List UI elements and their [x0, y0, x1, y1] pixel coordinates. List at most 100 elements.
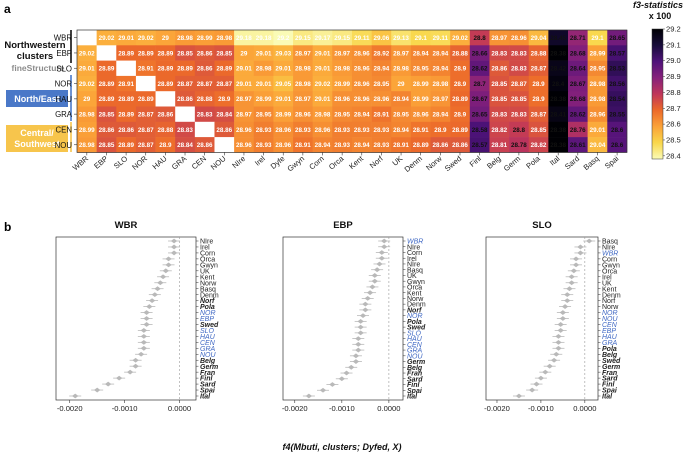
heatmap-cell [116, 121, 137, 138]
heatmap-value: 28.98 [590, 96, 606, 103]
panel-frame [485, 236, 599, 401]
f4-point [151, 292, 159, 298]
heatmap-value: 28.58 [472, 127, 488, 134]
heatmap-value: 28.93 [256, 127, 272, 134]
heatmap-cell [234, 30, 255, 46]
heatmap-cell [450, 106, 471, 123]
f4-point [140, 328, 148, 333]
f4-label: Orca [200, 256, 215, 263]
heatmap-col-label: Swed [443, 154, 463, 173]
heatmap-value: 28.38 [550, 127, 566, 134]
heatmap-value: 29.01 [118, 35, 134, 42]
heatmap-cell [489, 106, 510, 123]
heatmap-row-label: CEN [56, 125, 72, 134]
heatmap-cell [391, 30, 412, 46]
f4-point [364, 296, 371, 301]
heatmap-value: 28.8 [473, 35, 486, 42]
f4-label: Denm [602, 292, 621, 299]
heatmap-value: 29.18 [256, 35, 272, 42]
heatmap-cell [587, 91, 608, 107]
f4-label: Pola [200, 304, 215, 311]
heatmap-value: 28.98 [432, 81, 448, 88]
heatmap-cell [194, 60, 215, 77]
heatmap-value: 28.99 [413, 96, 429, 103]
f4-label: Sard [602, 376, 618, 383]
heatmap-value: 28.94 [432, 111, 448, 118]
heatmap-value: 28.95 [374, 81, 390, 88]
heatmap-value: 28.9 [454, 81, 467, 88]
heatmap-cell [489, 60, 510, 77]
f4-label: GRA [200, 346, 216, 353]
heatmap-value: 28.56 [609, 81, 625, 88]
heatmap-value: 28.99 [197, 35, 213, 42]
panel-title: WBR [115, 220, 138, 231]
heatmap-value: 28.71 [570, 35, 586, 42]
heatmap-value: 29.15 [334, 35, 350, 42]
heatmap-value: 28.83 [511, 66, 527, 73]
heatmap-col-label: EBP [92, 154, 109, 171]
heatmap-value: 28.7 [473, 81, 486, 88]
f4-label: NOR [602, 310, 618, 317]
heatmap-cell [155, 121, 176, 138]
heatmap-value: 28.91 [118, 81, 134, 88]
heatmap-value: 29.02 [452, 35, 468, 42]
heatmap-cell [96, 91, 117, 107]
heatmap-value: 28.98 [334, 66, 350, 73]
heatmap-cell [528, 75, 549, 92]
f4-point [515, 393, 523, 399]
f4-panels: WBR-0.0020 -0.0010 0.0000NIreIrelCornOrcaG… [55, 220, 621, 413]
heatmap-cell [587, 137, 608, 153]
heatmap-cell [371, 30, 392, 46]
heatmap-value: 28.67 [570, 81, 586, 88]
heatmap-value: 28.87 [197, 81, 213, 88]
heatmap-cell [214, 45, 235, 61]
heatmap-value: 28.96 [236, 142, 252, 149]
f4-label: SLO [407, 330, 422, 337]
f4-point [533, 381, 540, 387]
f4-point [577, 250, 584, 256]
heatmap-cell [469, 60, 490, 77]
heatmap-value: 28.83 [491, 50, 507, 57]
heatmap-cell [568, 121, 588, 138]
heatmap-cell [96, 30, 117, 46]
heatmap-col-label: Norw [424, 154, 444, 173]
f4-point [553, 351, 560, 357]
heatmap-value: 28.9 [218, 96, 231, 103]
heatmap-cell [253, 30, 274, 46]
heatmap-value: 28.45 [550, 35, 566, 42]
heatmap-value: 28.9 [454, 111, 467, 118]
f4-label: HAU [407, 336, 423, 343]
heatmap-value: 28.92 [374, 50, 390, 57]
f4-label: Norw [407, 296, 424, 303]
heatmap-value: 28.94 [432, 66, 448, 73]
f4-label: CEN [602, 322, 618, 329]
f4-point [555, 333, 562, 339]
heatmap-cell [214, 91, 235, 107]
heatmap-value: 29.15 [295, 35, 311, 42]
legend-tick: 29.0 [666, 56, 681, 65]
heatmap-cell [116, 75, 137, 92]
heatmap-value: 28.57 [472, 142, 488, 149]
heatmap-cell [116, 137, 137, 153]
heatmap-cell [214, 75, 235, 92]
heatmap-cell [450, 91, 471, 107]
heatmap-value: 29.01 [315, 66, 331, 73]
f4-label: Corn [602, 256, 617, 263]
f4-point [371, 278, 378, 284]
f4-point [355, 341, 362, 347]
heatmap-cell [509, 30, 530, 46]
heatmap-cell [489, 75, 510, 92]
heatmap-value: 28.78 [511, 142, 527, 149]
heatmap-cell [528, 137, 549, 153]
heatmap-value: 29.02 [79, 50, 95, 57]
panel-frame [55, 236, 197, 401]
heatmap-value: 28.98 [295, 81, 311, 88]
heatmap-cell [391, 137, 412, 153]
f4-label: Norw [602, 304, 619, 311]
heatmap-value: 28.95 [413, 66, 429, 73]
heatmap-value: 28.97 [432, 96, 448, 103]
heatmap-col-label: Belg [485, 154, 502, 171]
f4-label: UK [407, 273, 417, 280]
f4-point [537, 375, 545, 381]
